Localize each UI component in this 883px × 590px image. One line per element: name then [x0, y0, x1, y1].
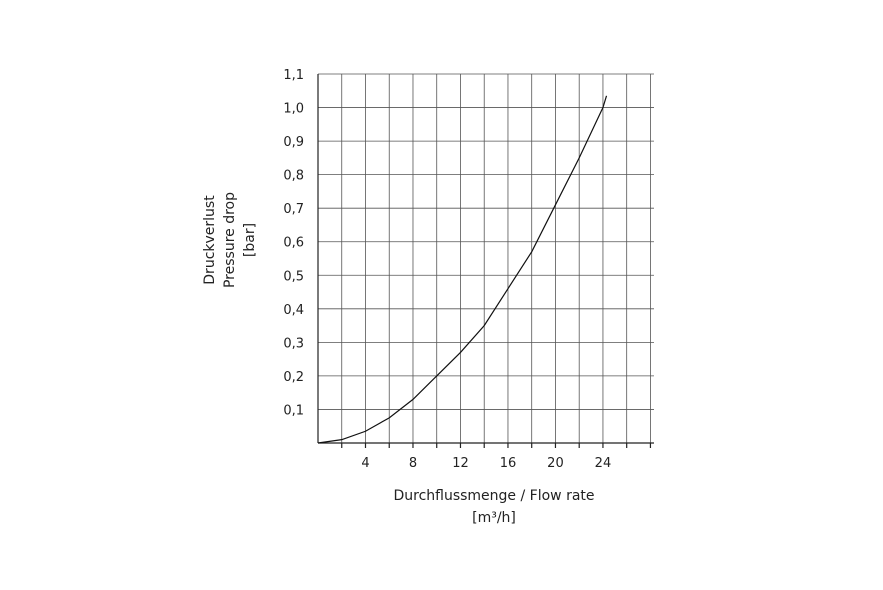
y-tick-label: 1,1 — [283, 68, 304, 83]
y-tick-label: 0,9 — [283, 135, 304, 150]
y-tick-label: 1,0 — [283, 102, 304, 117]
y-tick-label: 0,8 — [283, 169, 304, 184]
y-axis-label: [bar] — [242, 223, 258, 257]
y-tick-label: 0,7 — [283, 202, 304, 217]
y-tick-label: 0,2 — [283, 370, 304, 385]
y-tick-label: 0,6 — [283, 236, 304, 251]
y-tick-label: 0,4 — [283, 303, 304, 318]
x-axis-label: [m³/h] — [472, 510, 516, 526]
y-tick-label: 0,1 — [283, 403, 304, 418]
x-tick-label: 8 — [409, 456, 417, 471]
x-tick-label: 4 — [361, 456, 369, 471]
y-axis-label: Pressure drop — [222, 192, 238, 288]
y-tick-label: 0,3 — [283, 336, 304, 351]
x-tick-label: 16 — [500, 456, 517, 471]
x-tick-label: 12 — [452, 456, 469, 471]
y-tick-label: 0,5 — [283, 269, 304, 284]
x-tick-label: 24 — [595, 456, 612, 471]
y-axis-label: Druckverlust — [202, 195, 218, 285]
x-axis-label: Durchflussmenge / Flow rate — [393, 488, 594, 504]
line — [317, 95, 608, 444]
x-tick-label: 20 — [547, 456, 564, 471]
